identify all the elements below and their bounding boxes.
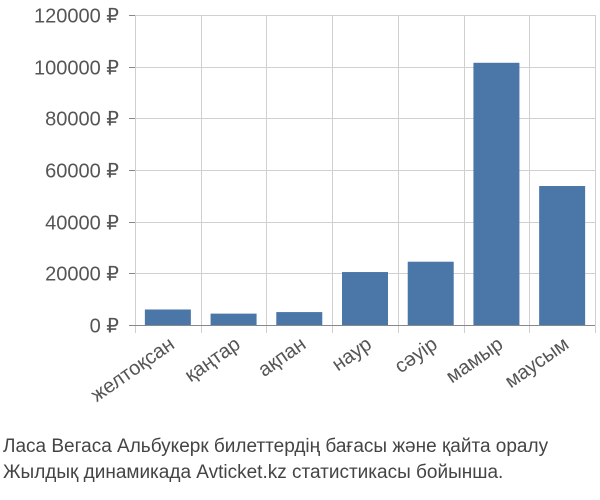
bar [342, 272, 388, 325]
y-tick-label: 60000 ₽ [45, 161, 119, 183]
bar [407, 261, 454, 325]
y-tick-label: 40000 ₽ [45, 213, 119, 235]
y-tick-label: 0 ₽ [90, 316, 120, 338]
bars [144, 62, 586, 326]
x-tick-label: наур [328, 333, 376, 376]
bar [276, 312, 323, 325]
y-tick-label: 100000 ₽ [34, 58, 119, 80]
bar [539, 186, 586, 325]
x-tick-label: маусым [501, 333, 573, 393]
y-tick-labels: 0 ₽ 20000 ₽ 40000 ₽ 60000 ₽ 80000 ₽ 100000 ₽ 1… [34, 6, 119, 338]
caption-line-1: Ласа Вегаса Альбукерк билеттердің бағасы… [3, 436, 549, 457]
bar [210, 313, 257, 325]
x-tick-label: қаңтар [181, 333, 244, 387]
x-tick-label: желтоқсан [87, 333, 179, 406]
bar-chart: 0 ₽ 20000 ₽ 40000 ₽ 60000 ₽ 80000 ₽ 100000 ₽ 1… [34, 6, 596, 406]
y-tick-label: 20000 ₽ [45, 264, 119, 286]
caption-line-2: Жылдық динамикада Avticket.kz статистика… [3, 462, 504, 483]
bar [144, 309, 191, 325]
bar [473, 62, 520, 326]
axes [129, 15, 595, 326]
x-tick-label: сәуір [391, 333, 442, 378]
y-tick-label: 120000 ₽ [34, 6, 119, 28]
y-tick-label: 80000 ₽ [45, 109, 119, 131]
grid-lines [135, 15, 596, 333]
x-tick-label: мамыр [442, 333, 507, 388]
x-tick-label: ақпан [254, 333, 310, 381]
